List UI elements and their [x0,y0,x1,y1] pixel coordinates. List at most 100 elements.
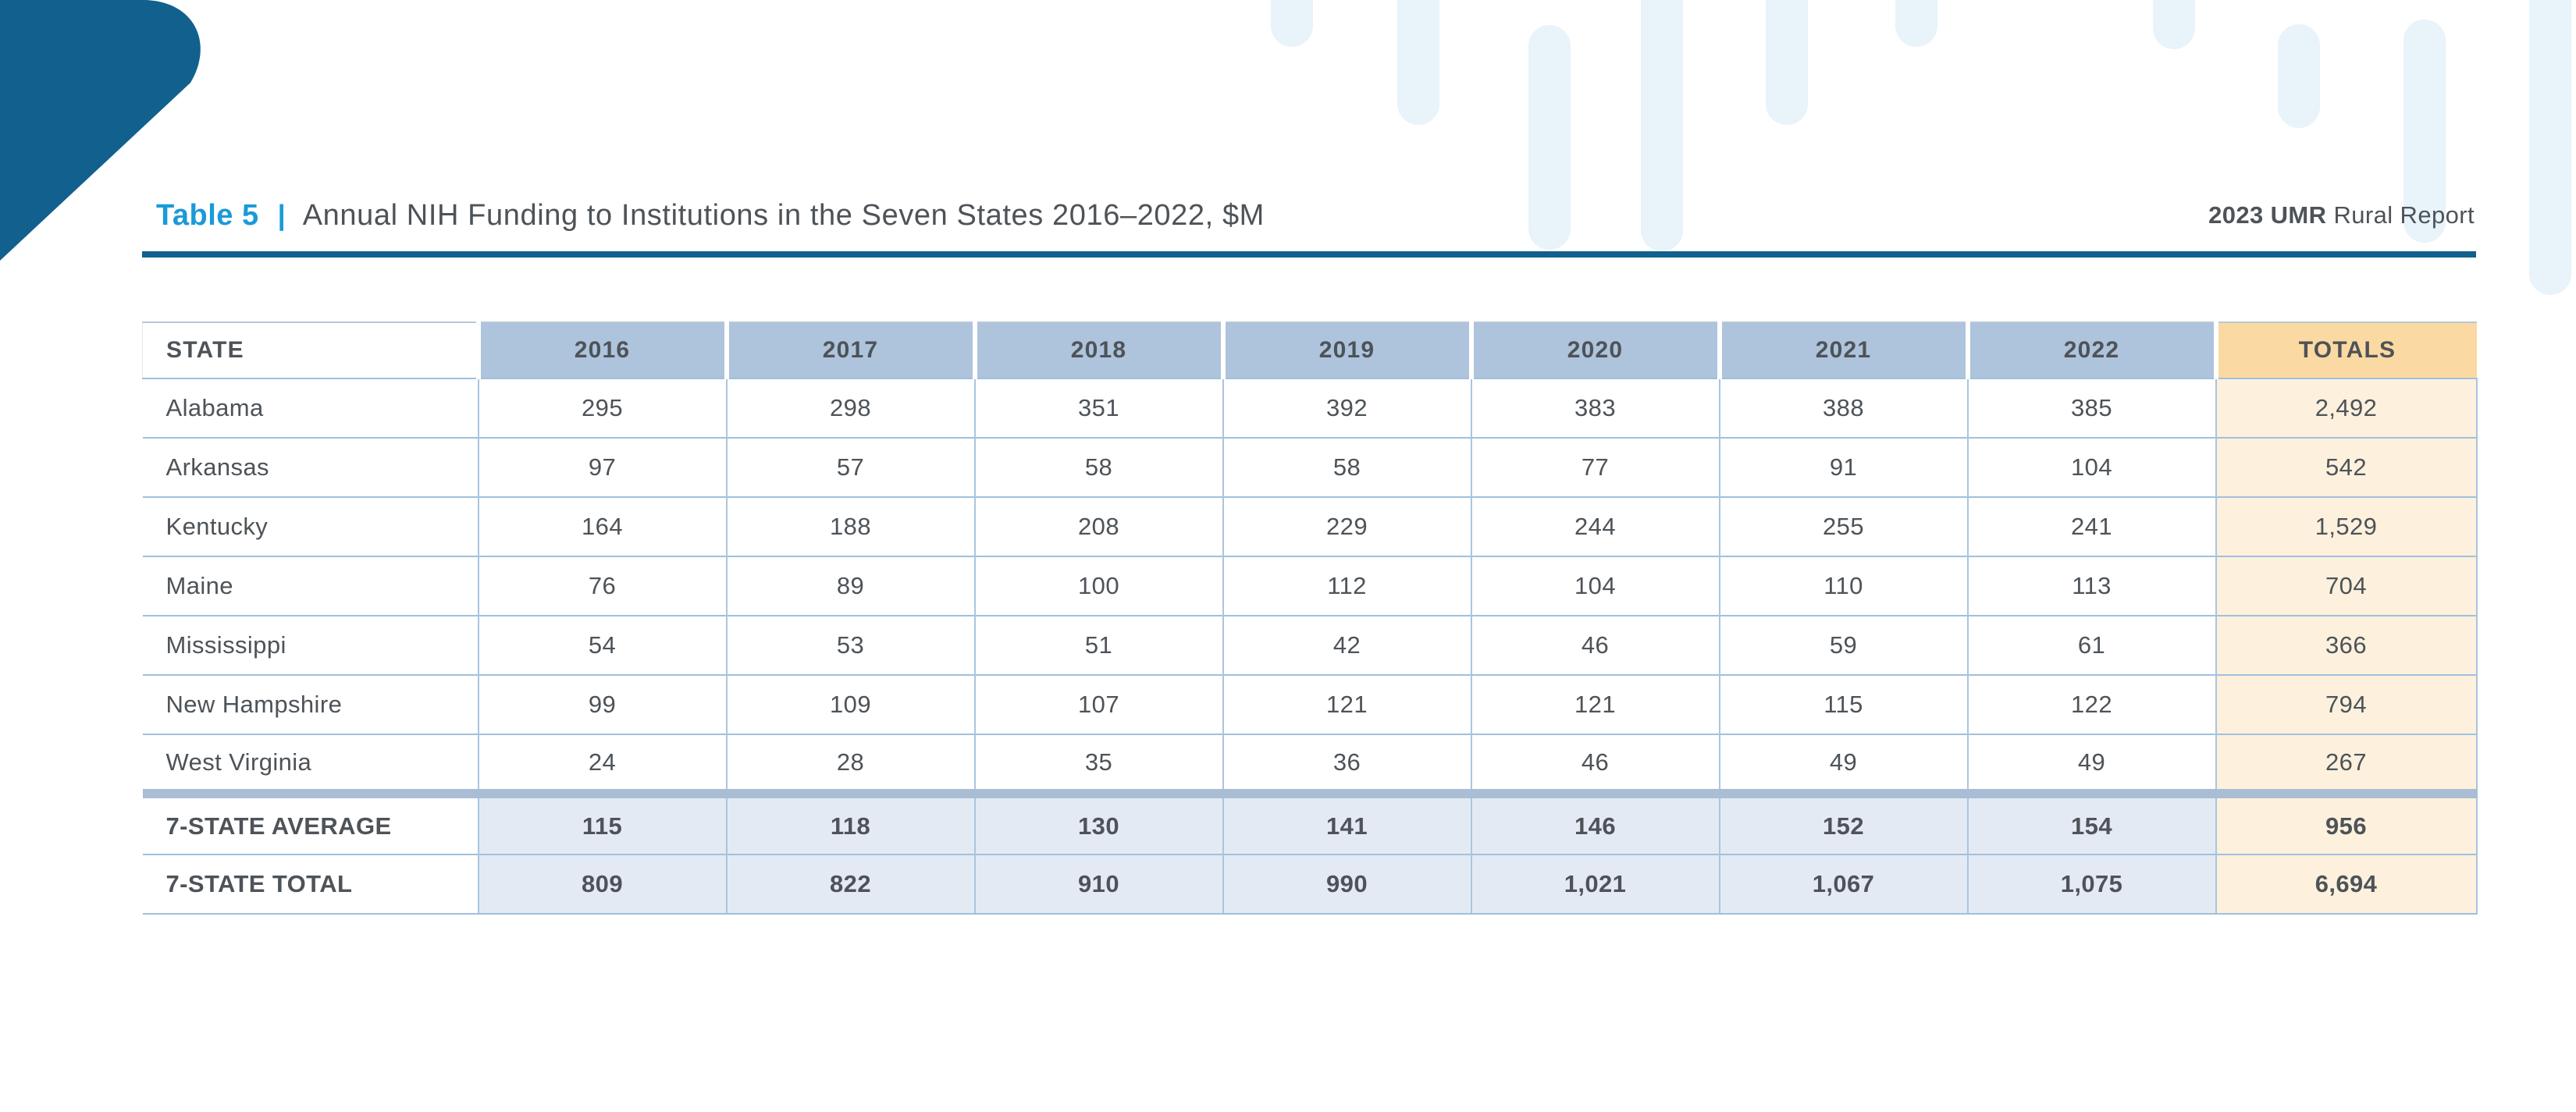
decor-bar [1641,0,1683,251]
column-header-2017: 2017 [724,322,975,378]
state-cell: 7-STATE AVERAGE [142,789,479,854]
value-cell: 107 [973,674,1223,734]
total-cell: 267 [2215,734,2478,794]
value-cell: 388 [1718,378,1968,438]
report-tag-bold: 2023 UMR [2208,201,2327,229]
table-row: Arkansas 97 57 58 58 77 91 104 542 [142,437,2478,497]
column-header-2019: 2019 [1220,322,1471,378]
value-cell: 42 [1222,615,1471,675]
column-header-totals: TOTALS [2213,322,2477,378]
value-cell: 822 [725,854,975,915]
state-cell: West Virginia [142,734,479,794]
value-cell: 164 [477,496,727,556]
value-cell: 57 [725,437,975,497]
decor-bar [2403,20,2446,243]
value-cell: 76 [477,556,727,616]
value-cell: 53 [725,615,975,675]
value-cell: 115 [477,789,727,854]
value-cell: 113 [1966,556,2216,616]
value-cell: 1,067 [1718,854,1968,915]
value-cell: 58 [973,437,1223,497]
value-cell: 383 [1470,378,1720,438]
table-title: Table 5 | Annual NIH Funding to Institut… [156,199,1265,233]
value-cell: 121 [1222,674,1471,734]
value-cell: 1,075 [1966,854,2216,915]
value-cell: 49 [1966,734,2216,794]
value-cell: 1,021 [1470,854,1720,915]
header-rule [142,251,2476,258]
page-header: Table 5 | Annual NIH Funding to Institut… [156,186,2475,233]
table-number-label: Table 5 [156,199,259,232]
value-cell: 392 [1222,378,1471,438]
report-tag-regular: Rural Report [2326,201,2475,229]
value-cell: 208 [973,496,1223,556]
table-row: Maine 76 89 100 112 104 110 113 704 [142,556,2478,616]
column-header-state: STATE [142,322,479,378]
column-header-2020: 2020 [1468,322,1720,378]
state-cell: Arkansas [142,437,479,497]
total-cell: 6,694 [2215,854,2478,915]
value-cell: 59 [1718,615,1968,675]
value-cell: 24 [477,734,727,794]
table-row: Kentucky 164 188 208 229 244 255 241 1,529 [142,496,2478,556]
value-cell: 241 [1966,496,2216,556]
decor-bar [1895,0,1937,47]
value-cell: 255 [1718,496,1968,556]
funding-table: STATE 2016 2017 2018 2019 2020 2021 2022… [142,322,2478,915]
value-cell: 49 [1718,734,1968,794]
report-tag: 2023 UMR Rural Report [2208,201,2475,233]
value-cell: 188 [725,496,975,556]
value-cell: 141 [1222,789,1471,854]
value-cell: 115 [1718,674,1968,734]
state-cell: Kentucky [142,496,479,556]
summary-row: 7-STATE TOTAL 809 822 910 990 1,021 1,067 1,075… [142,854,2478,915]
column-header-2021: 2021 [1717,322,1968,378]
table-row: West Virginia 24 28 35 36 46 49 49 267 [142,734,2478,794]
total-cell: 366 [2215,615,2478,675]
value-cell: 28 [725,734,975,794]
decor-bar [1766,0,1808,125]
summary-row: 7-STATE AVERAGE 115 118 130 141 146 152 154 956 [142,789,2478,854]
value-cell: 295 [477,378,727,438]
value-cell: 46 [1470,615,1720,675]
value-cell: 99 [477,674,727,734]
value-cell: 385 [1966,378,2216,438]
value-cell: 110 [1718,556,1968,616]
value-cell: 146 [1470,789,1720,854]
column-header-2022: 2022 [1965,322,2216,378]
value-cell: 152 [1718,789,1968,854]
header-row: STATE 2016 2017 2018 2019 2020 2021 2022… [142,322,2477,378]
value-cell: 91 [1718,437,1968,497]
value-cell: 61 [1966,615,2216,675]
decor-bar [1397,0,1439,125]
value-cell: 910 [973,854,1223,915]
state-cell: Alabama [142,378,479,438]
value-cell: 298 [725,378,975,438]
value-cell: 154 [1966,789,2216,854]
column-header-2016: 2016 [475,322,727,378]
decor-bar [2529,0,2571,295]
value-cell: 97 [477,437,727,497]
value-cell: 244 [1470,496,1720,556]
value-cell: 36 [1222,734,1471,794]
value-cell: 46 [1470,734,1720,794]
value-cell: 990 [1222,854,1471,915]
value-cell: 58 [1222,437,1471,497]
value-cell: 109 [725,674,975,734]
decor-bar [2278,24,2320,128]
table-row: Alabama 295 298 351 392 383 388 385 2,492 [142,378,2478,438]
table-row: New Hampshire 99 109 107 121 121 115 122 794 [142,674,2478,734]
value-cell: 130 [973,789,1223,854]
value-cell: 104 [1966,437,2216,497]
value-cell: 121 [1470,674,1720,734]
table-body: Alabama 295 298 351 392 383 388 385 2,492 Arkansa… [142,378,2478,915]
column-header-2018: 2018 [972,322,1223,378]
value-cell: 100 [973,556,1223,616]
value-cell: 112 [1222,556,1471,616]
value-cell: 54 [477,615,727,675]
table-header: STATE 2016 2017 2018 2019 2020 2021 2022… [142,322,2477,378]
value-cell: 51 [973,615,1223,675]
total-cell: 2,492 [2215,378,2478,438]
